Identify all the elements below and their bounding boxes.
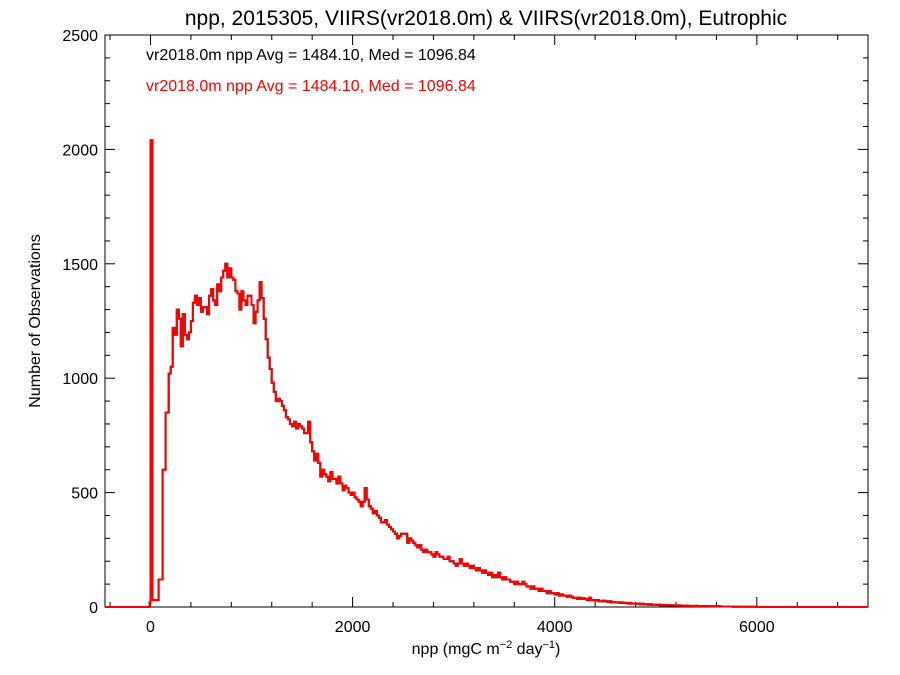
histogram-series [105, 139, 868, 608]
y-axis-label: Number of Observations [27, 234, 44, 407]
annotation-black: vr2018.0m npp Avg = 1484.10, Med = 1096.… [146, 47, 476, 64]
x-tick-label: 2000 [335, 619, 371, 636]
y-tick-label: 2500 [62, 28, 98, 45]
plot-border [104, 34, 869, 608]
y-tick-label: 0 [89, 600, 98, 617]
axis-tick-labels: 0 2000 4000 6000 0 500 1000 1500 2000 2500 [62, 28, 774, 636]
y-tick-label: 2000 [62, 142, 98, 159]
histogram-line-1 [105, 139, 868, 608]
axis-ticks [105, 34, 868, 608]
x-tick-label: 6000 [739, 619, 775, 636]
histogram-line-0 [105, 139, 868, 608]
plot-frame [104, 34, 869, 608]
annotation-red: vr2018.0m npp Avg = 1484.10, Med = 1096.… [146, 78, 476, 95]
x-tick-label: 4000 [537, 619, 573, 636]
x-axis-label: npp (mgC m−2 day−1) [412, 639, 561, 658]
y-tick-label: 1500 [62, 257, 98, 274]
y-tick-label: 1000 [62, 371, 98, 388]
y-tick-label: 500 [71, 486, 98, 503]
x-tick-label: 0 [146, 619, 155, 636]
chart-title: npp, 2015305, VIIRS(vr2018.0m) & VIIRS(v… [185, 7, 787, 30]
